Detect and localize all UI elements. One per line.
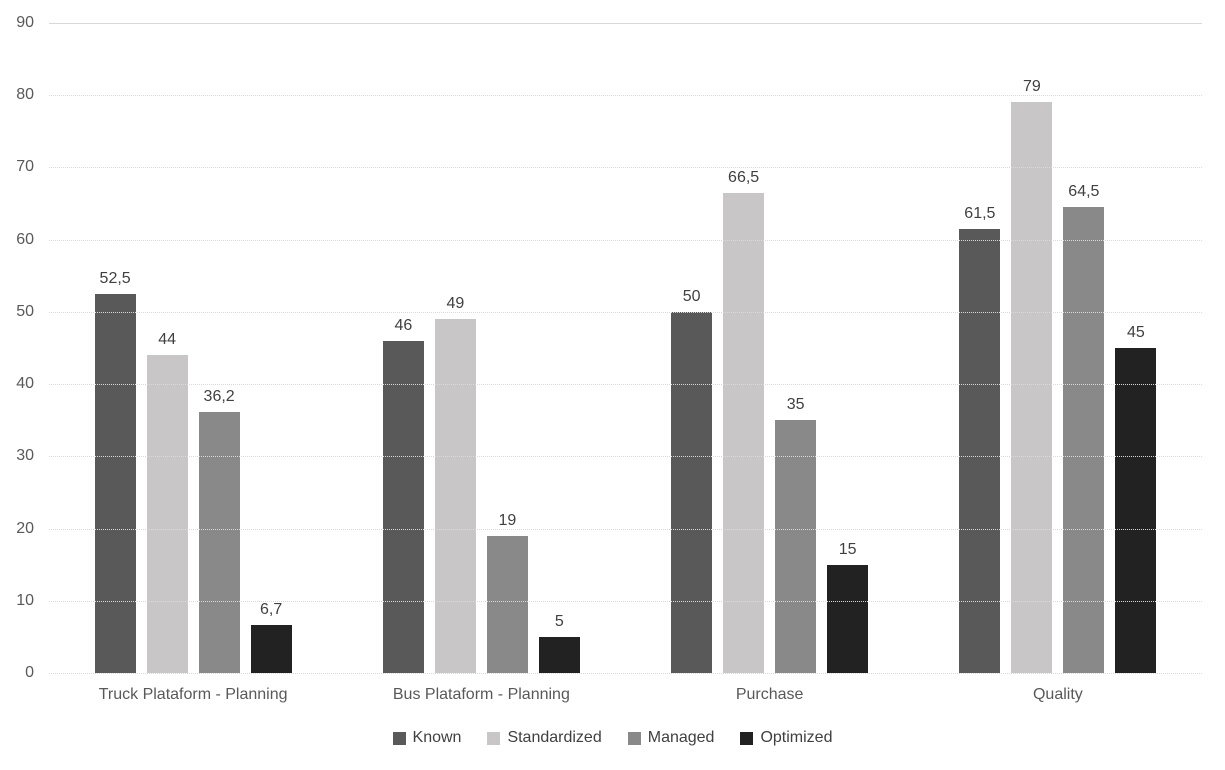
x-axis-category-label: Truck Plataform - Planning [98, 686, 288, 703]
bar-value-label: 49 [446, 295, 465, 313]
bar-standardized: 66,5 [723, 169, 765, 673]
bar-known: 46 [382, 317, 424, 673]
legend-swatch-icon [627, 731, 641, 745]
bar-value-label: 5 [554, 612, 564, 630]
x-axis-category-labels: Truck Plataform - Planning Bus Plataform … [49, 686, 1202, 704]
gridline-y70 [49, 167, 1202, 169]
legend-item-managed: Managed [627, 729, 715, 747]
legend-item-optimized: Optimized [740, 729, 832, 747]
legend-swatch-icon [487, 731, 501, 745]
bar-value-label: 35 [786, 396, 805, 414]
legend: Known Standardized Managed Optimized [0, 729, 1225, 747]
bar-optimized: 5 [538, 613, 580, 673]
bar-managed: 64,5 [1063, 183, 1105, 673]
y-axis-tick-label: 10 [16, 591, 34, 609]
plot-area: 52,5 44 36,2 6,7 46 49 19 5 50 66,5 35 15 61,5 79 64,5… [49, 23, 1202, 674]
bar-optimized: 15 [827, 541, 869, 673]
bar-standardized: 44 [146, 331, 188, 673]
y-axis-tick-label: 60 [16, 230, 34, 248]
y-axis-tick-label: 0 [25, 664, 34, 681]
bar-group: 50 66,5 35 15 [626, 23, 914, 673]
gridline-y10 [49, 600, 1202, 602]
bar-value-label: 45 [1126, 324, 1145, 341]
gridline-y90 [49, 23, 1202, 24]
bar-value-label: 46 [394, 316, 413, 334]
y-axis-tick-label: 40 [16, 375, 34, 393]
x-axis-category-label: Quality [1032, 686, 1083, 703]
bar-managed: 36,2 [198, 388, 240, 673]
bar-group: 61,5 79 64,5 45 [914, 23, 1202, 673]
legend-swatch-icon [740, 731, 754, 745]
gridline-y30 [49, 456, 1202, 458]
legend-swatch-icon [392, 731, 406, 745]
bar-standardized: 79 [1011, 78, 1053, 673]
bar-value-label: 50 [682, 287, 701, 305]
bar-optimized: 45 [1115, 324, 1157, 673]
bar-optimized: 6,7 [250, 601, 292, 673]
y-axis-tick-label: 30 [16, 447, 34, 465]
bar-known: 52,5 [94, 270, 136, 673]
bar-known: 61,5 [959, 205, 1001, 673]
gridline-y50 [49, 311, 1202, 313]
legend-label: Standardized [507, 729, 602, 746]
bar-managed: 35 [775, 396, 817, 673]
bar-value-label: 79 [1022, 78, 1041, 96]
bar-group: 46 49 19 5 [337, 23, 625, 673]
bar-value-label: 44 [158, 331, 177, 349]
bar-value-label: 66,5 [728, 168, 760, 186]
gridline-y80 [49, 95, 1202, 97]
y-axis-tick-label: 50 [16, 302, 34, 320]
bar-groups: 52,5 44 36,2 6,7 46 49 19 5 50 66,5 35 15 61,5 79 64,5… [49, 23, 1202, 673]
gridline-y40 [49, 384, 1202, 386]
y-axis-tick-label: 80 [16, 86, 34, 104]
x-axis-category-label: Purchase [735, 686, 804, 703]
x-axis-category-label: Bus Plataform - Planning [392, 686, 570, 703]
bar-standardized: 49 [434, 295, 476, 673]
bar-value-label: 64,5 [1068, 183, 1100, 201]
bar-value-label: 6,7 [260, 600, 283, 618]
gridline-y60 [49, 239, 1202, 241]
y-axis-tick-label: 70 [16, 158, 34, 176]
bar-value-label: 15 [838, 540, 857, 558]
legend-label: Managed [647, 729, 715, 746]
bar-managed: 19 [486, 512, 528, 673]
gridline-y20 [49, 528, 1202, 530]
bar-value-label: 61,5 [964, 204, 996, 222]
bar-group: 52,5 44 36,2 6,7 [49, 23, 337, 673]
legend-item-known: Known [392, 729, 462, 747]
legend-label: Optimized [760, 729, 833, 746]
y-axis-tick-label: 90 [16, 14, 34, 31]
bar-known: 50 [671, 288, 713, 673]
legend-label: Known [412, 729, 462, 746]
gridline-y0 [49, 673, 1202, 674]
y-axis-tick-label: 20 [16, 519, 34, 537]
bar-value-label: 19 [498, 511, 517, 529]
bar-value-label: 52,5 [99, 269, 131, 287]
legend-item-standardized: Standardized [487, 729, 602, 747]
bar-value-label: 36,2 [203, 387, 235, 405]
